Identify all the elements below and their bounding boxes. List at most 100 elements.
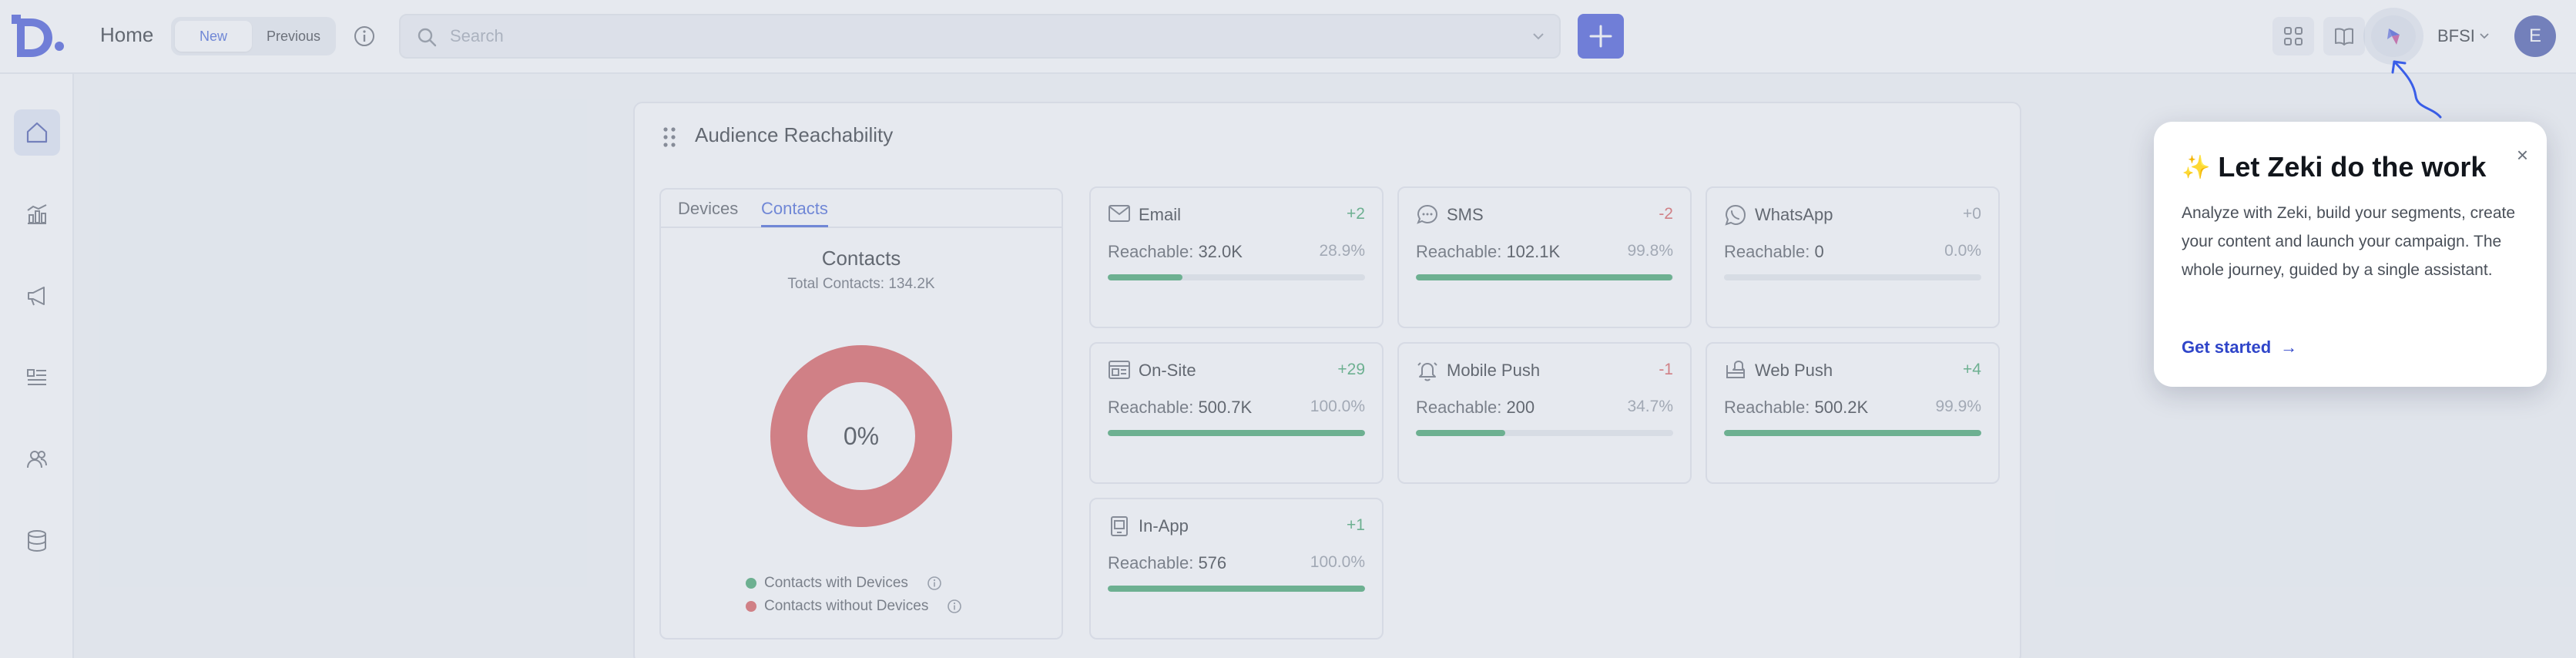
channel-progress-bar [1108, 430, 1365, 436]
channel-progress-bar [1416, 430, 1673, 436]
channel-delta: -2 [1659, 205, 1673, 223]
email-icon [1109, 205, 1130, 222]
whatsapp-icon [1725, 204, 1746, 226]
docs-button[interactable] [2323, 17, 2365, 55]
channel-card-onsite[interactable]: On-Site +29 Reachable: 500.7K 100.0% [1089, 342, 1384, 484]
channel-progress-bar [1724, 274, 1981, 280]
channel-reachable: Reachable: 500.7K [1108, 398, 1253, 417]
legend-item-without-devices: Contacts without Devices [746, 598, 962, 615]
channel-delta: -1 [1659, 361, 1673, 378]
channel-progress-bar [1108, 274, 1365, 280]
popover-title: ✨ Let Zeki do the work [2182, 151, 2486, 183]
channel-progress-fill [1108, 274, 1182, 280]
org-switcher[interactable]: BFSI [2437, 26, 2475, 45]
channel-reachable: Reachable: 32.0K [1108, 242, 1243, 261]
avatar[interactable]: E [2514, 15, 2556, 57]
channel-progress-fill [1724, 430, 1981, 436]
toggle-previous-button[interactable]: Previous [266, 28, 321, 44]
channel-progress-fill [1416, 430, 1505, 436]
get-started-button[interactable]: Get started → [2182, 337, 2297, 358]
tab-devices[interactable]: Devices [678, 199, 739, 218]
channel-progress-fill [1108, 430, 1365, 436]
close-icon[interactable]: × [2516, 143, 2528, 166]
chart-subtitle: Total Contacts: 134.2K [787, 276, 935, 292]
channel-percent: 99.9% [1935, 398, 1981, 415]
channel-card-in-app[interactable]: In-App +1 Reachable: 576 100.0% [1089, 498, 1384, 640]
drag-handle-icon[interactable] [662, 126, 676, 148]
channel-progress-bar [1108, 586, 1365, 592]
sidebar-item-content[interactable] [14, 354, 60, 401]
channel-progress-bar [1416, 274, 1673, 280]
zeki-button[interactable] [2371, 15, 2416, 57]
info-icon[interactable] [927, 576, 942, 591]
channel-progress-fill [1108, 586, 1365, 592]
sidebar-item-audience[interactable] [14, 436, 60, 482]
channel-progress-bar [1724, 430, 1981, 436]
channel-name: WhatsApp [1755, 205, 1833, 224]
sparkle-icon: ✨ [2182, 154, 2211, 180]
channel-name: Web Push [1755, 361, 1833, 380]
users-icon [27, 451, 47, 468]
pointer-arrow-icon [2391, 60, 2442, 119]
contacts-donut-chart: 0% [770, 345, 952, 527]
get-started-label: Get started [2182, 337, 2272, 357]
zeki-icon [2387, 29, 2400, 45]
create-button[interactable] [1578, 14, 1624, 59]
search-input[interactable] [450, 23, 1498, 49]
sidebar-item-home[interactable] [14, 109, 60, 156]
search-icon [418, 28, 437, 47]
zeki-onboarding-popover: × ✨ Let Zeki do the work Analyze with Ze… [2154, 122, 2547, 387]
channel-card-whatsapp[interactable]: WhatsApp +0 Reachable: 0 0.0% [1706, 186, 2000, 328]
book-icon [2335, 28, 2353, 45]
legend-dot [746, 601, 756, 612]
sidebar-item-analytics[interactable] [14, 191, 60, 237]
channel-delta: +29 [1337, 361, 1365, 378]
info-icon[interactable] [947, 599, 962, 614]
chevron-down-icon[interactable] [1530, 28, 1547, 45]
inapp-icon [1111, 516, 1128, 536]
channel-delta: +2 [1347, 205, 1365, 223]
channel-name: On-Site [1139, 361, 1196, 380]
channel-percent: 100.0% [1310, 553, 1365, 571]
tab-contacts[interactable]: Contacts [761, 199, 828, 227]
sidebar-item-campaigns[interactable] [14, 273, 60, 319]
channel-card-web-push[interactable]: Web Push +4 Reachable: 500.2K 99.9% [1706, 342, 2000, 484]
onsite-icon [1109, 361, 1130, 379]
plus-icon [1589, 25, 1612, 48]
new-previous-toggle: New Previous [171, 17, 336, 55]
home-icon [26, 122, 48, 143]
info-icon[interactable] [353, 25, 376, 48]
logo-icon[interactable] [11, 14, 65, 60]
contacts-panel: Devices Contacts Contacts Total Contacts… [659, 188, 1063, 640]
channel-card-mobile-push[interactable]: Mobile Push -1 Reachable: 200 34.7% [1397, 342, 1692, 484]
card-title: Audience Reachability [695, 123, 894, 146]
channel-reachable: Reachable: 500.2K [1724, 398, 1869, 417]
legend-label: Contacts with Devices [764, 575, 908, 591]
channel-reachable: Reachable: 102.1K [1416, 242, 1561, 261]
channel-name: Email [1139, 205, 1182, 224]
sms-icon [1417, 204, 1438, 224]
sidebar-item-data[interactable] [14, 518, 60, 564]
channel-percent: 99.8% [1627, 242, 1673, 260]
page-title: Home [100, 23, 154, 46]
channel-delta: +4 [1963, 361, 1981, 378]
channel-card-sms[interactable]: SMS -2 Reachable: 102.1K 99.8% [1397, 186, 1692, 328]
toggle-new-button[interactable]: New [175, 21, 252, 52]
donut-slice-without-devices[interactable] [770, 345, 952, 527]
tab-bar: Devices Contacts [661, 190, 1062, 228]
arrow-right-icon: → [2280, 337, 2298, 357]
analytics-icon [27, 204, 47, 224]
channel-percent: 0.0% [1944, 242, 1981, 260]
apps-grid-icon [2284, 27, 2303, 45]
channel-delta: +1 [1347, 516, 1365, 534]
legend-label: Contacts without Devices [764, 598, 929, 614]
channel-card-email[interactable]: Email +2 Reachable: 32.0K 28.9% [1089, 186, 1384, 328]
channel-progress-fill [1416, 274, 1673, 280]
channel-reachable: Reachable: 576 [1108, 553, 1227, 572]
apps-button[interactable] [2272, 17, 2314, 55]
audience-reachability-card: Audience Reachability Devices Contacts C… [633, 102, 2021, 658]
chevron-down-icon[interactable] [2479, 31, 2490, 42]
channel-percent: 100.0% [1310, 398, 1365, 415]
top-bar: Home New Previous [0, 0, 2576, 74]
